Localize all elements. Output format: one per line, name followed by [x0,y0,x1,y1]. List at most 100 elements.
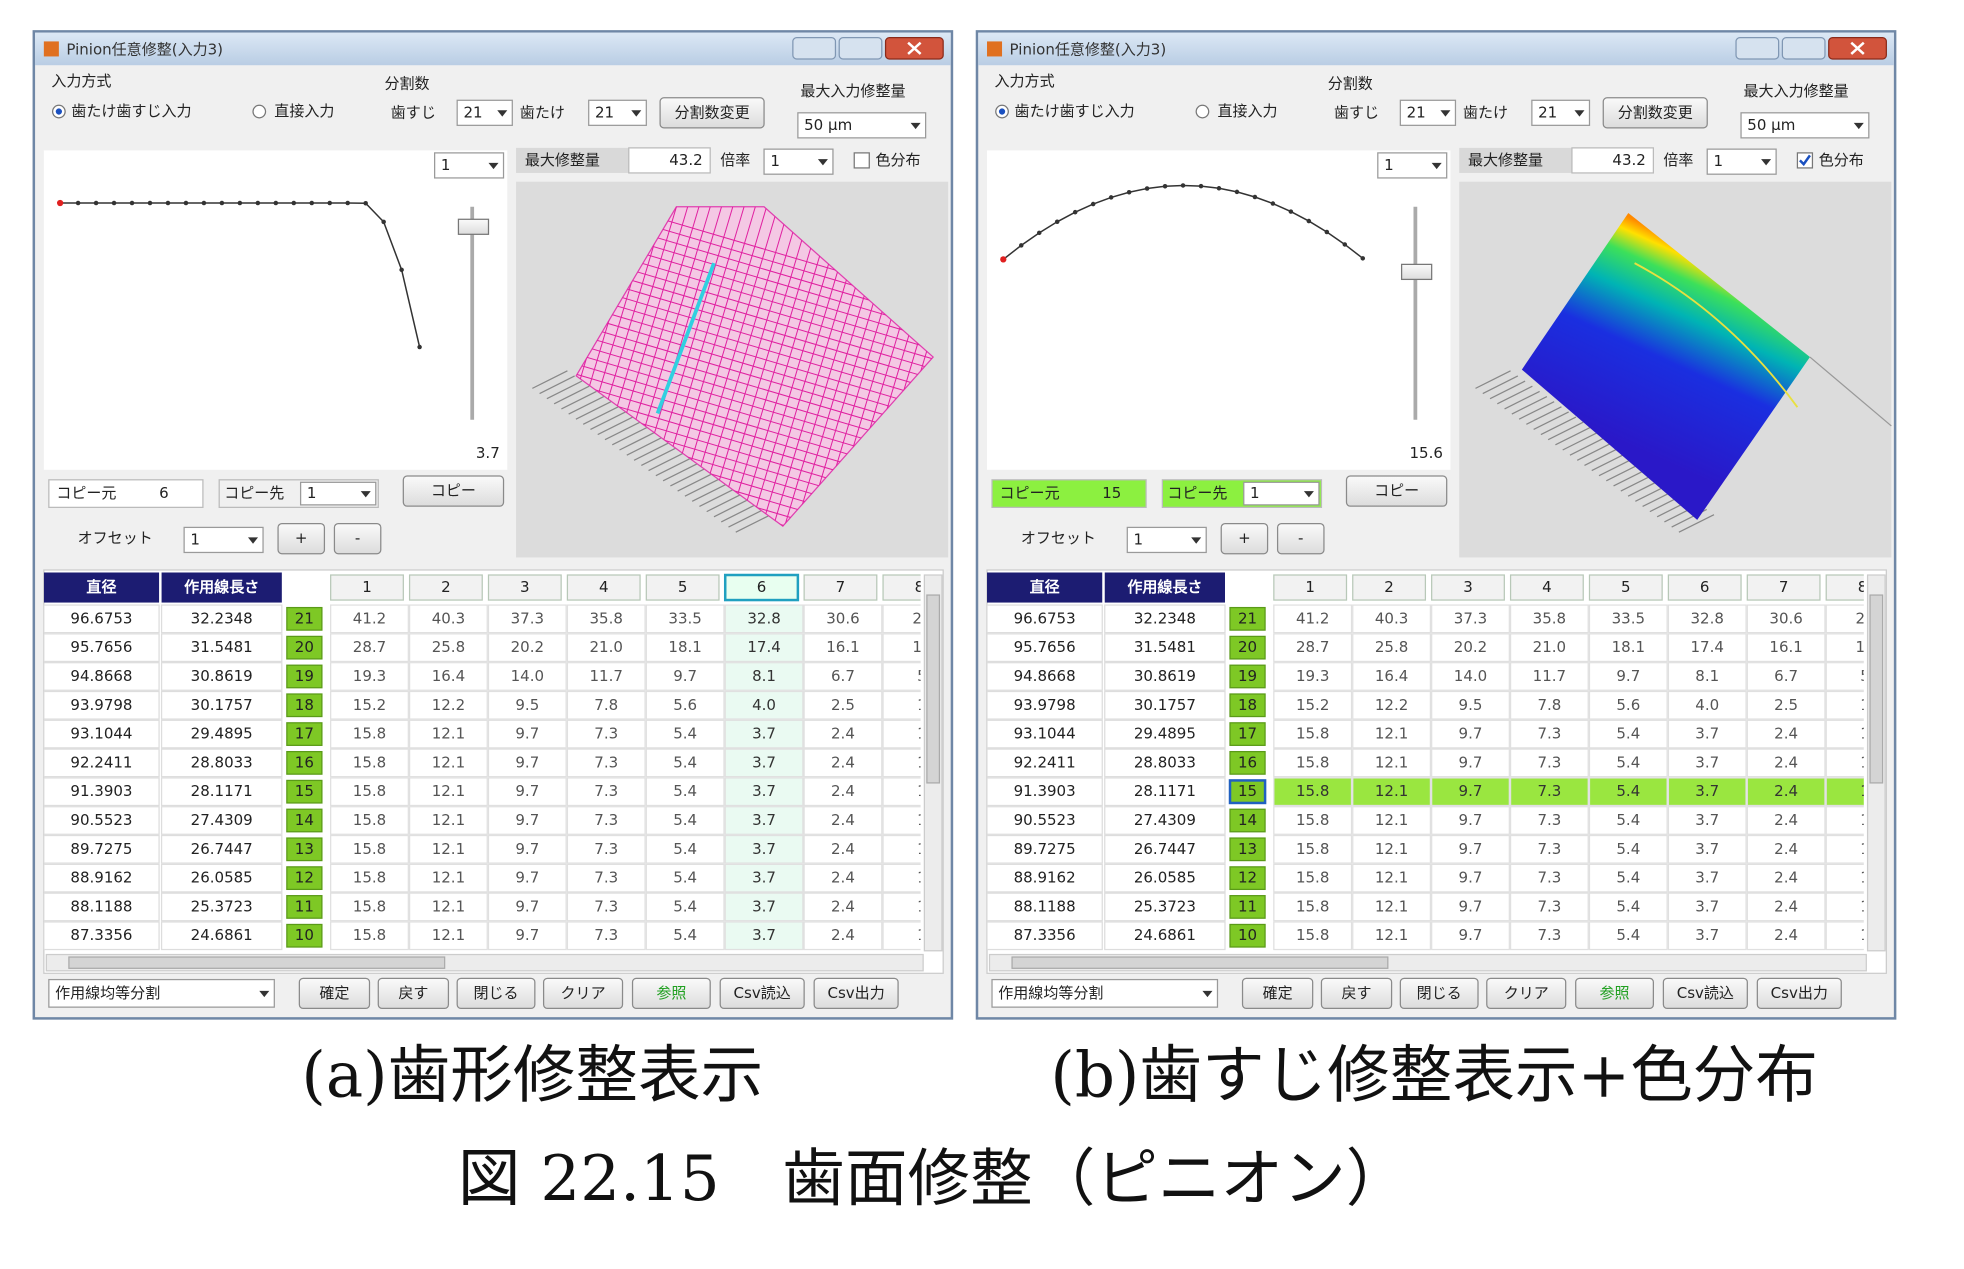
value-cell[interactable] [1746,662,1826,691]
scroll-thumb[interactable] [926,594,941,784]
column-header[interactable] [1825,574,1899,601]
trace-divisions-combo-value[interactable]: 21 [1407,103,1426,121]
action-button-label[interactable]: 確定 [319,984,349,1002]
minus-button-label[interactable]: - [355,529,360,547]
value-cell[interactable] [408,777,488,807]
scale-combo-value[interactable]: 1 [770,152,780,170]
value-cell[interactable] [408,921,488,951]
value-cell[interactable] [1273,719,1353,749]
value-cell[interactable] [330,604,409,634]
value-cell[interactable] [1273,604,1353,634]
maximize-button[interactable] [1781,37,1826,60]
value-cell[interactable] [1588,863,1668,893]
column-header[interactable] [645,574,720,601]
value-cell[interactable] [1588,748,1668,778]
plus-button-label[interactable]: + [1238,529,1251,547]
copy-button-label[interactable]: コピー [431,482,476,500]
value-cell[interactable] [1352,662,1432,691]
row-number-cell[interactable] [286,779,323,804]
value-cell[interactable] [1273,777,1353,807]
value-cell[interactable] [724,662,804,691]
offset-combo[interactable] [183,526,264,554]
value-cell[interactable] [645,806,725,835]
value-cell[interactable] [1273,690,1353,720]
action-button[interactable] [1756,977,1842,1010]
value-cell[interactable] [1509,748,1589,778]
view-select-combo-value[interactable]: 1 [441,156,451,174]
action-button[interactable] [542,977,624,1010]
value-cell[interactable] [1588,690,1668,720]
copy-to-combo-value[interactable]: 1 [1250,484,1260,502]
column-header[interactable] [1431,574,1505,601]
value-cell[interactable] [724,748,804,778]
value-cell[interactable] [882,892,961,922]
value-cell[interactable] [724,719,804,749]
value-cell[interactable] [1431,604,1510,634]
value-cell[interactable] [1352,604,1432,634]
checkbox-label[interactable]: 色分布 [876,151,921,169]
value-cell[interactable] [724,921,804,951]
value-cell[interactable] [882,690,961,720]
value-cell[interactable] [487,690,567,720]
value-cell[interactable] [1588,604,1668,634]
value-cell[interactable] [1588,834,1668,864]
action-button-label[interactable]: クリア [1504,984,1549,1002]
column-header[interactable] [803,574,878,601]
row-number-cell[interactable] [286,808,323,833]
value-cell[interactable] [1588,921,1668,951]
value-cell[interactable] [724,834,804,864]
value-cell[interactable] [1746,921,1826,951]
copy-button[interactable] [1345,475,1448,507]
change-divisions-button-label[interactable]: 分割数変更 [1618,103,1693,121]
action-button[interactable] [1320,977,1393,1010]
value-cell[interactable] [1588,806,1668,835]
value-cell[interactable] [566,748,646,778]
offset-combo-value[interactable]: 1 [1134,530,1144,548]
checkbox-label[interactable]: 色分布 [1819,151,1864,169]
row-number-cell[interactable] [286,837,323,862]
row-number-cell[interactable] [286,866,323,891]
value-cell[interactable] [724,777,804,807]
value-cell[interactable] [566,662,646,691]
value-cell[interactable] [1825,892,1904,922]
value-cell[interactable] [724,863,804,893]
value-cell[interactable] [1667,748,1747,778]
trace-divisions-combo-value[interactable]: 21 [463,103,482,121]
copy-to-combo[interactable] [1243,481,1320,506]
column-header[interactable] [1746,574,1821,601]
radio-label[interactable]: 歯たけ歯すじ入力 [1015,102,1135,120]
value-cell[interactable] [566,719,646,749]
value-cell[interactable] [1431,834,1510,864]
value-cell[interactable] [487,892,567,922]
depth-divisions-combo-value[interactable]: 21 [595,103,614,121]
value-cell[interactable] [803,633,883,663]
value-cell[interactable] [566,892,646,922]
value-cell[interactable] [882,834,961,864]
value-cell[interactable] [1352,777,1432,807]
column-header[interactable] [566,574,641,601]
value-cell[interactable] [330,921,409,951]
value-cell[interactable] [1431,662,1510,691]
plus-button[interactable] [277,523,326,555]
value-cell[interactable] [803,777,883,807]
value-cell[interactable] [1667,690,1747,720]
value-cell[interactable] [803,892,883,922]
checkbox[interactable] [853,152,870,169]
column-header[interactable] [723,573,800,602]
change-divisions-button-label[interactable]: 分割数変更 [675,103,750,121]
value-cell[interactable] [1825,863,1904,893]
action-button-label[interactable]: 閉じる [1417,984,1462,1002]
value-cell[interactable] [487,604,567,634]
method-combo-value[interactable]: 作用線均等分割 [55,984,160,1002]
value-cell[interactable] [1667,604,1747,634]
row-number-cell[interactable] [1229,635,1266,660]
value-cell[interactable] [408,863,488,893]
value-cell[interactable] [1746,748,1826,778]
value-cell[interactable] [1509,863,1589,893]
value-cell[interactable] [645,777,725,807]
value-cell[interactable] [1509,633,1589,663]
maximize-button[interactable] [838,37,883,60]
value-cell[interactable] [645,748,725,778]
value-cell[interactable] [566,921,646,951]
value-cell[interactable] [803,834,883,864]
